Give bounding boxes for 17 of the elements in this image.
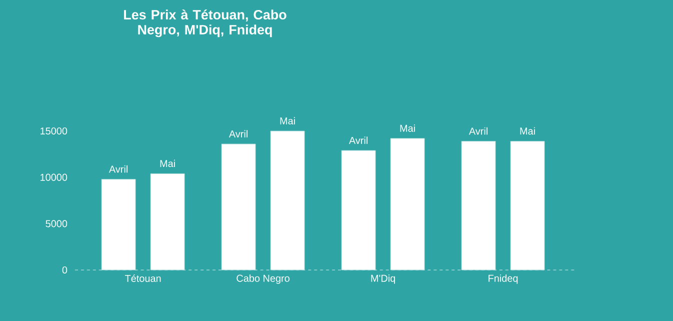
series-label: Mai	[160, 160, 175, 168]
y-tick-label: 10000	[40, 174, 68, 181]
text: Avril	[348, 136, 368, 144]
y-tick-label: 5000	[46, 220, 68, 228]
text: Mai	[280, 117, 295, 124]
chart-title: Les Prix à Tétouan, Cabo Negro, M'Diq, Fnideq	[124, 10, 286, 38]
x-tick-label: Tétouan	[124, 274, 161, 282]
x-tick-label: Cabo Negro	[236, 274, 290, 284]
text: Avril	[228, 130, 248, 138]
text: Mai	[400, 124, 415, 132]
series-label: Avril	[468, 127, 488, 135]
y-tick-label: 15000	[40, 127, 68, 135]
x-tick-label: Fnideq	[488, 274, 518, 284]
x-tick-label: M'Diq	[371, 274, 395, 284]
text: Mai	[520, 127, 535, 135]
y-tick-label: 0	[62, 266, 68, 274]
text: Avril	[108, 165, 128, 173]
